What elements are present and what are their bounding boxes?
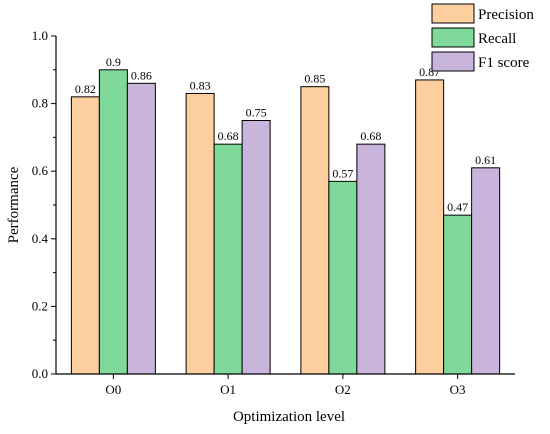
bar-precision-o1 <box>185 92 215 375</box>
bar-recall-o2 <box>328 180 358 375</box>
bar-recall-o1 <box>213 143 243 375</box>
legend-swatch-precision <box>431 3 475 24</box>
data-label: 0.68 <box>360 129 381 143</box>
x-tick-label: O2 <box>335 382 351 397</box>
y-tick-label: 0.6 <box>32 163 49 178</box>
x-axis-title: Optimization level <box>233 409 345 425</box>
data-label: 0.9 <box>106 55 121 69</box>
bar-recall-o3 <box>443 214 473 375</box>
bar-precision-o0 <box>70 96 100 375</box>
bar-precision-o2 <box>300 86 330 375</box>
y-tick-label: 1.0 <box>32 28 48 43</box>
data-label: 0.75 <box>246 106 267 120</box>
data-label: 0.68 <box>218 129 239 143</box>
data-label: 0.61 <box>475 153 496 167</box>
y-tick-label: 0.0 <box>32 366 48 381</box>
bar-recall-o0 <box>98 69 128 375</box>
legend-label: Recall <box>478 31 516 47</box>
y-tick-label: 0.2 <box>32 298 48 313</box>
data-label: 0.85 <box>304 72 325 86</box>
y-axis-title: Performance <box>6 166 22 243</box>
data-label: 0.86 <box>131 68 152 82</box>
bar-f1-score-o3 <box>471 167 501 375</box>
data-label: 0.82 <box>75 82 96 96</box>
legend-label: F1 score <box>478 55 530 71</box>
legend-label: Precision <box>478 7 534 23</box>
legend-swatch-f1-score <box>431 51 475 72</box>
bar-precision-o3 <box>415 79 445 375</box>
data-label: 0.83 <box>190 78 211 92</box>
data-label: 0.47 <box>447 200 468 214</box>
bar-f1-score-o1 <box>241 120 271 375</box>
y-tick-label: 0.4 <box>32 231 49 246</box>
data-label: 0.57 <box>332 166 353 180</box>
legend-swatch-recall <box>431 27 475 48</box>
axes-layer: O0 O1 O2 O3 0.0 0.2 0.4 0.6 0.8 1.0 <box>32 28 515 397</box>
x-tick-label: O1 <box>220 382 236 397</box>
y-tick-label: 0.8 <box>32 96 48 111</box>
x-tick-label: O3 <box>450 382 466 397</box>
data-labels-layer: 0.820.90.860.830.680.750.850.570.680.870… <box>75 55 496 214</box>
legend: Precision Recall F1 score <box>431 3 534 72</box>
x-tick-label: O0 <box>105 382 121 397</box>
bar-f1-score-o2 <box>356 143 386 375</box>
bars-layer <box>70 69 501 375</box>
bar-f1-score-o0 <box>126 82 156 375</box>
